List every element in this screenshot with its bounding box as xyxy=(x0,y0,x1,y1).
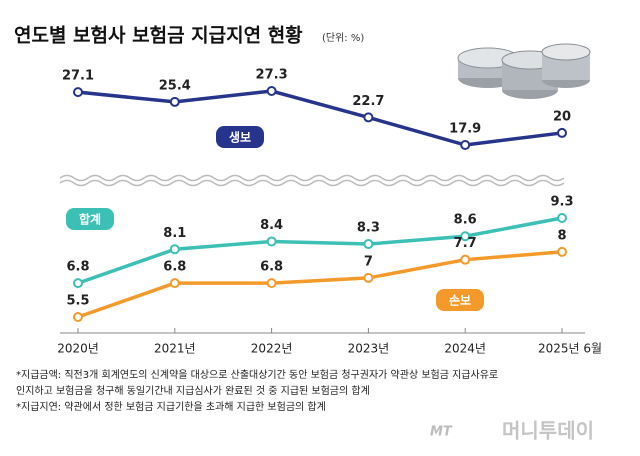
x-tick-label: 2022년 xyxy=(251,342,293,356)
point xyxy=(73,312,83,322)
watermark: 머니투데이 xyxy=(502,419,594,443)
point xyxy=(169,244,180,255)
data-label: 8.4 xyxy=(260,218,283,233)
x-tick-label: 2020년 xyxy=(57,342,99,356)
data-label: 9.3 xyxy=(550,195,573,210)
axis-break xyxy=(59,174,565,182)
series-tag: 생보 xyxy=(216,126,264,148)
legend-label: 손보 xyxy=(449,294,471,308)
data-label: 8.1 xyxy=(163,226,186,241)
data-label: 27.3 xyxy=(256,68,288,83)
x-tick-label: 2024년 xyxy=(444,342,486,356)
point xyxy=(266,236,277,247)
point xyxy=(266,278,277,289)
data-label: 6.8 xyxy=(163,260,186,275)
point xyxy=(363,239,374,250)
line xyxy=(77,89,563,147)
point xyxy=(557,213,567,223)
data-label: 20 xyxy=(553,109,571,124)
chart-title: 연도별 보험사 보험금 지급지연 현황 xyxy=(14,24,303,47)
series-tag: 합계 xyxy=(66,208,114,230)
data-label: 8.6 xyxy=(454,213,477,228)
legend-label: 생보 xyxy=(229,130,251,145)
footnote: *지급금액: 직전3개 회계연도의 신계약을 대상으로 산출대상기간 동안 보험… xyxy=(16,369,498,381)
point xyxy=(460,231,471,242)
point xyxy=(460,254,471,265)
point xyxy=(557,246,567,257)
point xyxy=(169,278,180,289)
coins-illustration xyxy=(457,43,591,99)
data-label: 8 xyxy=(557,228,566,243)
x-tick-label: 2025년 6월 xyxy=(538,342,602,356)
series-tag-box xyxy=(216,126,264,148)
legend-label: 합계 xyxy=(79,212,101,227)
x-tick-label: 2023년 xyxy=(348,342,390,356)
x-tick-label: 2021년 xyxy=(154,342,196,356)
data-label: 27.1 xyxy=(62,69,94,84)
line xyxy=(77,250,563,319)
data-label: 5.5 xyxy=(66,294,89,309)
point xyxy=(266,86,277,96)
data-label: 25.4 xyxy=(159,78,191,93)
footnote: 인지하고 보험금을 청구해 동일기간내 지급심사가 완료된 것 중 지급된 보험… xyxy=(16,384,370,397)
data-label: 7 xyxy=(364,254,373,269)
point xyxy=(73,278,83,289)
point xyxy=(363,272,374,283)
point xyxy=(557,127,567,138)
point xyxy=(363,112,374,123)
chart-subtitle: (단위: %) xyxy=(322,31,364,44)
data-label: 17.9 xyxy=(449,122,481,137)
data-label: 7.7 xyxy=(454,236,477,251)
point xyxy=(169,96,180,107)
footnote: *지급지연: 약관에서 정한 보험금 지급기한을 초과해 지급한 보험금의 합계 xyxy=(16,400,326,413)
line xyxy=(77,216,563,285)
data-label: 8.3 xyxy=(357,221,380,236)
point xyxy=(73,87,83,98)
axis-break xyxy=(59,179,565,187)
series-tag-box xyxy=(436,289,484,311)
series-tag: 손보 xyxy=(436,289,484,311)
data-label: 22.7 xyxy=(352,94,384,109)
data-label: 6.8 xyxy=(66,260,89,275)
point xyxy=(460,140,471,150)
watermark: MT xyxy=(430,425,453,440)
series-tag-box xyxy=(66,208,114,230)
data-label: 6.8 xyxy=(260,260,283,275)
